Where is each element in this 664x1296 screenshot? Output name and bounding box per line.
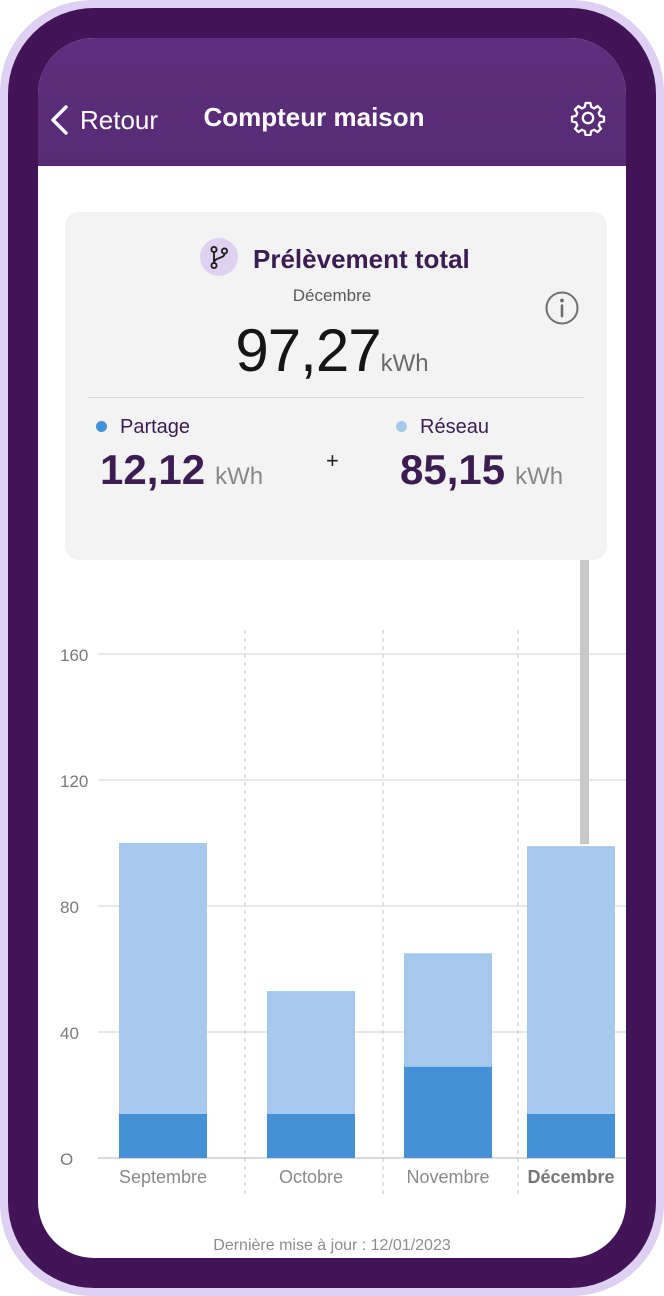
y-tick-label: O <box>60 1150 73 1169</box>
x-axis-label: Novembre <box>406 1167 489 1187</box>
partage-value: 12,12 kWh <box>100 446 263 494</box>
partage-unit: kWh <box>215 463 264 490</box>
bar-segment-reseau[interactable] <box>119 843 207 1114</box>
card-title: Prélèvement total <box>253 244 470 274</box>
consumption-chart: O 40 80 120 160 Septembre Octobre Novembre Déce… <box>60 560 626 1198</box>
selected-month: Décembre <box>292 286 372 305</box>
y-tick-label: 80 <box>60 898 79 917</box>
branch-icon <box>200 238 238 276</box>
x-axis-label: Octobre <box>279 1167 343 1187</box>
back-button-label: Retour <box>80 104 159 135</box>
total-unit: kWh <box>380 350 429 377</box>
x-axis-label: Décembre <box>527 1167 614 1187</box>
bar-segment-partage[interactable] <box>267 1113 355 1158</box>
total-consumption-card: Prélèvement total Décembre 97,27kWh Part… <box>65 212 607 560</box>
y-tick-label: 40 <box>60 1024 79 1043</box>
x-axis-labels: Septembre Octobre Novembre Décembre <box>119 1167 615 1187</box>
card-divider <box>88 397 584 398</box>
bar-segment-reseau[interactable] <box>527 846 615 1114</box>
last-update-text: Dernière mise à jour : 12/01/2023 <box>213 1237 451 1254</box>
reseau-label-text: Réseau <box>420 416 489 438</box>
gear-icon[interactable] <box>570 100 606 136</box>
selection-connector <box>580 560 589 845</box>
total-value: 97,27kWh <box>65 316 599 385</box>
y-tick-label: 120 <box>60 772 88 791</box>
app-screen: Retour Compteur maison O 40 80 120 160 Septe… <box>38 38 626 1258</box>
reseau-label: Réseau <box>396 416 489 439</box>
bar-segment-reseau[interactable] <box>404 953 492 1067</box>
page-title: Compteur maison <box>203 102 425 132</box>
chart-bars[interactable] <box>119 560 615 1158</box>
partage-number: 12,12 <box>100 446 206 493</box>
reseau-legend-dot <box>396 421 407 432</box>
y-axis-ticks: O 40 80 120 160 <box>60 646 88 1169</box>
bar-segment-reseau[interactable] <box>267 991 355 1114</box>
partage-label-text: Partage <box>120 416 191 438</box>
plus-sign: + <box>326 448 339 473</box>
bar-segment-partage[interactable] <box>119 1113 207 1158</box>
reseau-unit: kWh <box>515 463 564 490</box>
back-button[interactable]: Retour <box>48 100 158 140</box>
chevron-left-icon <box>51 105 68 135</box>
reseau-number: 85,15 <box>400 446 506 493</box>
partage-legend-dot <box>96 421 107 432</box>
bar-segment-partage[interactable] <box>404 1066 492 1158</box>
y-tick-label: 160 <box>60 646 88 665</box>
bar-segment-partage[interactable] <box>527 1113 615 1158</box>
info-icon[interactable] <box>544 290 580 326</box>
partage-label: Partage <box>96 416 190 439</box>
top-bar: Retour Compteur maison <box>38 38 626 166</box>
total-number: 97,27 <box>235 317 381 384</box>
x-axis-label: Septembre <box>119 1167 207 1187</box>
reseau-value: 85,15 kWh <box>400 446 563 494</box>
